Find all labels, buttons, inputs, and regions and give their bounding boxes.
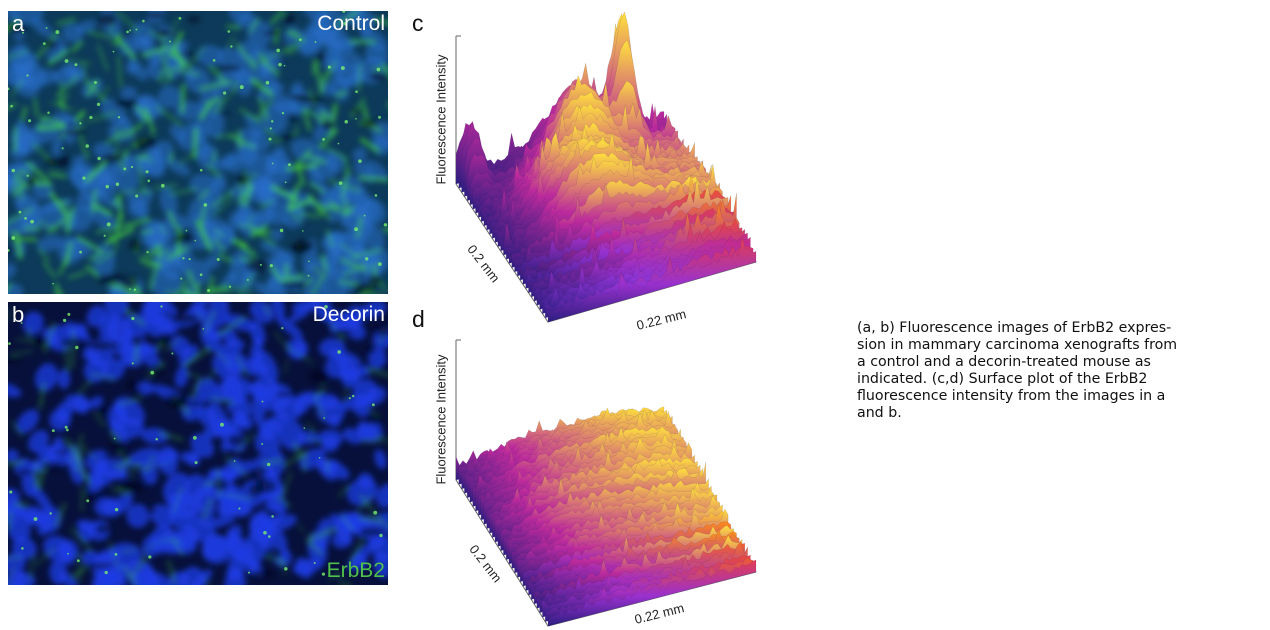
panel-letter-c: c	[412, 10, 424, 36]
micrograph-control: a Control	[8, 11, 388, 294]
z-axis-label-d: Fluorescence Intensity	[433, 354, 449, 485]
surface-plot-control: c Fluorescence Intensity 0.2 mm 0.22 mm	[408, 4, 778, 333]
micrograph-control-image	[8, 11, 388, 294]
surface-plot-decorin-graphic	[455, 339, 757, 627]
panel-letter-b: b	[12, 302, 25, 327]
surface-plot-control-graphic	[455, 11, 757, 323]
surface-plot-decorin: d Fluorescence Intensity 0.2 mm 0.22 mm	[408, 300, 778, 630]
z-axis-label-c: Fluorescence Intensity	[433, 54, 449, 185]
panel-label-decorin: Decorin	[312, 303, 385, 326]
panel-letter-a: a	[12, 11, 25, 36]
panel-letter-d: d	[412, 306, 425, 332]
stain-label-erbb2: ErbB2	[326, 559, 385, 582]
micrograph-decorin: b Decorin ErbB2	[8, 302, 388, 585]
figure-caption: (a, b) Fluorescence images of ErbB2 expr…	[857, 320, 1178, 421]
micrograph-decorin-image	[8, 302, 388, 585]
panel-label-control: Control	[317, 12, 385, 35]
